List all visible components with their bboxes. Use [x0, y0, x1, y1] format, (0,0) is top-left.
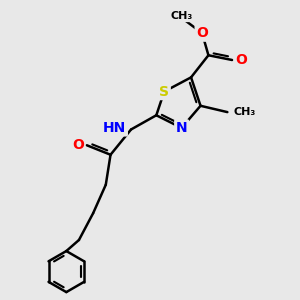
- Text: N: N: [176, 121, 188, 135]
- Text: CH₃: CH₃: [233, 107, 255, 117]
- Text: O: O: [72, 138, 84, 152]
- Text: CH₃: CH₃: [170, 11, 193, 21]
- Text: O: O: [196, 26, 208, 40]
- Text: O: O: [235, 53, 247, 67]
- Text: HN: HN: [103, 121, 126, 135]
- Text: S: S: [159, 85, 169, 99]
